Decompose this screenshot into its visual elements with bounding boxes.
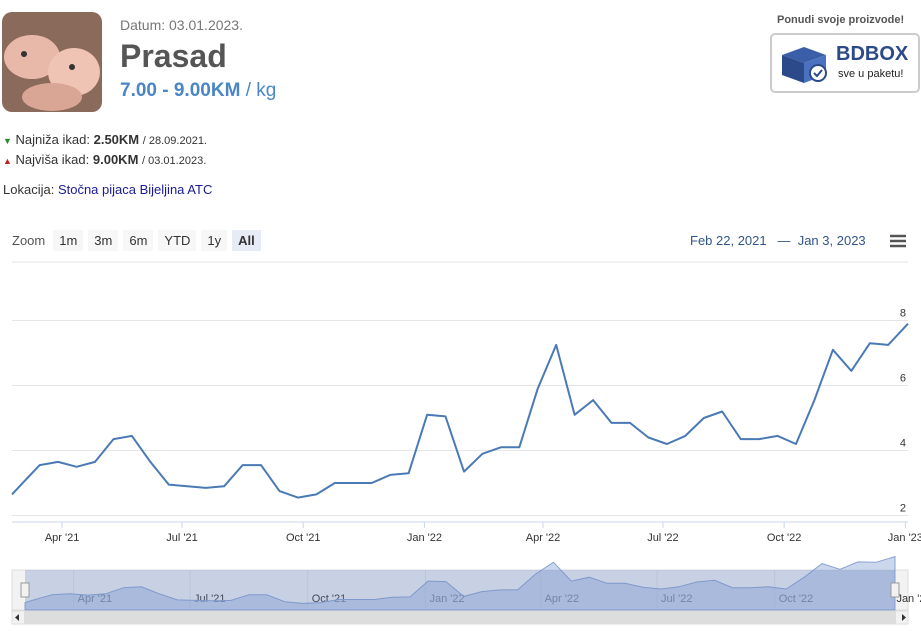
x-tick-label: Jul '21 <box>166 532 197 544</box>
price-unit: / kg <box>245 80 277 101</box>
range-from[interactable]: Feb 22, 2021 <box>690 233 767 248</box>
menu-icon[interactable] <box>888 233 908 249</box>
chart: 2 4 6 8 Apr '21 Jul '21 Oct '21 Jan '22 Apr '22 J… <box>11 261 921 625</box>
range: Feb 22, 2021 — Jan 3, 2023 <box>690 233 866 248</box>
scroll-right <box>902 614 906 621</box>
x-tick-label: Oct '21 <box>286 532 321 544</box>
navigator-handle[interactable] <box>890 582 900 598</box>
scrollbar-thumb[interactable] <box>24 611 896 624</box>
zoom-button[interactable]: YTD <box>158 230 197 251</box>
location-link[interactable]: Stočna pijaca Bijeljina ATC <box>57 182 213 197</box>
location-row: Lokacija: Stočna pijaca Bijeljina ATC <box>3 182 212 197</box>
x-tick-label: Apr '22 <box>526 532 561 544</box>
title: Prasad <box>120 38 227 74</box>
zoom-button[interactable]: 1m <box>53 230 84 251</box>
zoom-bar: Zoom 1m 3m 6m YTD 1y All <box>12 230 266 251</box>
price: 7.00 - 9.00KM / kg <box>120 80 276 102</box>
banner[interactable]: BDBOX sve u paketu! <box>770 33 920 93</box>
location-label: Lokacija: <box>3 182 55 197</box>
x-tick-label: Jan '22 <box>407 532 442 544</box>
low-date: / 28.09.2021. <box>142 135 207 147</box>
product-photo <box>2 12 102 112</box>
range-sep: — <box>777 233 791 248</box>
zoom-button[interactable]: 6m <box>123 230 154 251</box>
low-label: Najniža ikad: <box>15 132 90 147</box>
high-label: Najviša ikad: <box>15 152 90 167</box>
x-tick-label: Oct '22 <box>767 532 802 544</box>
zoom-button[interactable]: All <box>232 230 261 251</box>
high-value: 9.00KM <box>92 152 139 167</box>
navigator-mask <box>25 570 895 610</box>
zoom-button[interactable]: 1y <box>201 230 228 251</box>
price-line <box>11 323 909 499</box>
x-tick-label: Apr '21 <box>45 532 80 544</box>
price-value: 7.00 - 9.00KM <box>120 80 241 101</box>
navigator-handle[interactable] <box>20 582 30 598</box>
low-value: 2.50KM <box>93 132 140 147</box>
banner-brand: BDBOX <box>836 43 909 65</box>
y-tick-label: 6 <box>900 373 906 385</box>
y-tick-label: 4 <box>900 438 906 450</box>
banner-slogan: sve u paketu! <box>838 68 904 80</box>
y-tick-label: 2 <box>900 503 906 515</box>
navigator-label: Jan '23 <box>896 593 921 605</box>
y-tick-label: 8 <box>900 308 906 320</box>
navigator-area <box>24 555 896 611</box>
x-tick-label: Jul '22 <box>647 532 678 544</box>
high-date: / 03.01.2023. <box>142 155 207 167</box>
zoom-label: Zoom <box>12 233 46 248</box>
scroll-left <box>15 614 19 621</box>
date: Datum: 03.01.2023. <box>120 17 243 33</box>
banner-caption: Ponudi svoje proizvode! <box>777 14 905 26</box>
range-to[interactable]: Jan 3, 2023 <box>797 233 866 248</box>
low-row: ▼ Najniža ikad: 2.50KM / 28.09.2021. <box>3 132 207 147</box>
banner-icon <box>782 47 827 83</box>
high-row: ▲ Najviša ikad: 9.00KM / 03.01.2023. <box>3 152 207 167</box>
x-tick-label: Jan '23 <box>888 532 921 544</box>
zoom-button[interactable]: 3m <box>88 230 119 251</box>
